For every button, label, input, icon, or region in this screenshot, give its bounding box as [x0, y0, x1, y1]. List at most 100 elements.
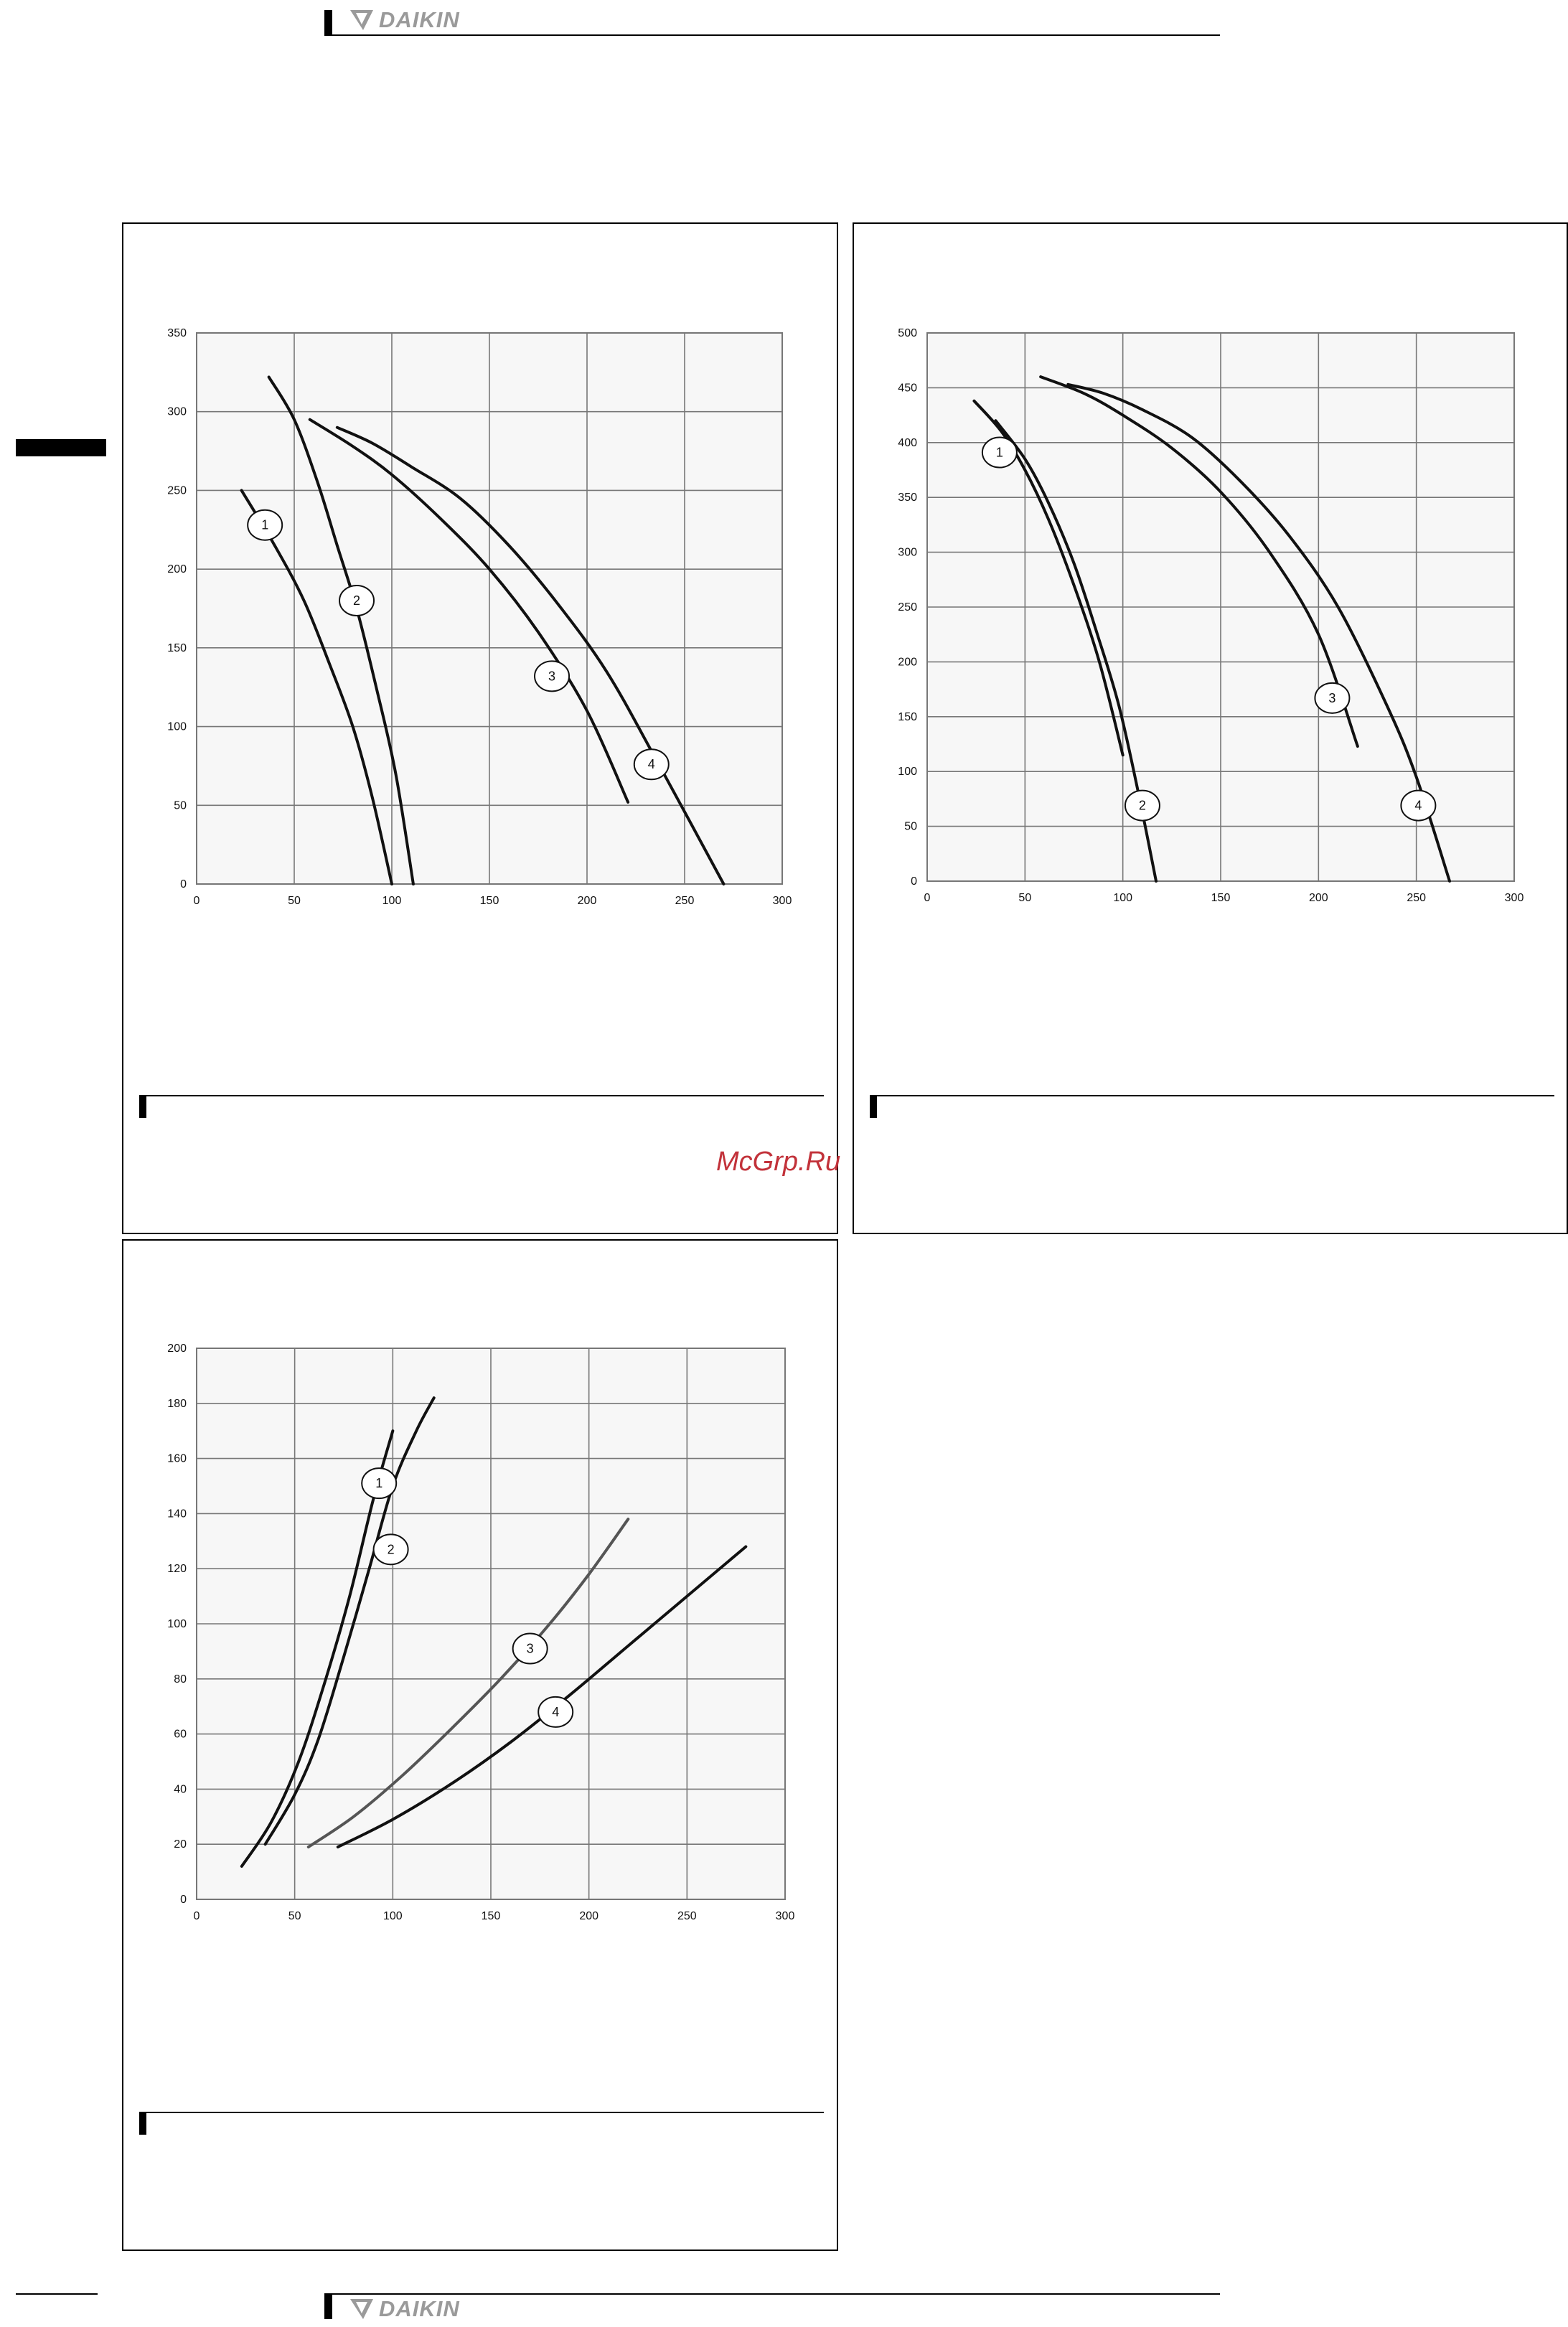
curve-label-2: 2 [1139, 799, 1146, 813]
curve-label-circle [512, 1632, 548, 1665]
chart-panel-3: 0 50 100 150 200 250 300 0 20 40 60 80 100 120 140 160 1… [122, 1239, 838, 2251]
header-rule [332, 34, 1220, 36]
y-tick-label: 250 [167, 484, 187, 497]
y-tick-label: 100 [898, 766, 917, 778]
x-tick-label: 200 [579, 1910, 598, 1922]
y-tick-label: 40 [174, 1783, 187, 1795]
curve-label-circle [361, 1467, 398, 1500]
curve-label-circle [633, 748, 670, 781]
curve-label-circle [372, 1533, 409, 1566]
series-3-line [1039, 375, 1359, 748]
x-tick-label: 300 [773, 895, 792, 907]
curve-label-4: 4 [648, 757, 655, 771]
curve-label-3: 3 [1328, 691, 1335, 705]
x-tick-label: 250 [677, 1910, 697, 1922]
y-tick-label: 20 [174, 1838, 187, 1851]
curve-label-circle [537, 1696, 574, 1728]
y-tick-label: 300 [898, 547, 917, 559]
panel-1-caption-rule [139, 1095, 824, 1096]
curve-label-circle [339, 585, 375, 617]
curve-label-1: 1 [996, 446, 1003, 460]
curve-label-circle [1124, 789, 1160, 822]
x-tick-label: 50 [1018, 892, 1031, 904]
panel-2-caption-rule [870, 1095, 1554, 1096]
curve-label-circle [247, 509, 283, 541]
x-tick-label: 50 [288, 895, 301, 907]
curve-label-circle [1314, 682, 1351, 714]
curve-label-3: 3 [527, 1642, 534, 1656]
y-tick-label: 300 [167, 406, 187, 418]
footer-accent-bar [324, 2293, 332, 2319]
y-tick-label: 200 [898, 656, 917, 668]
x-tick-label: 300 [1505, 892, 1524, 904]
header-brand: DAIKIN [379, 7, 460, 32]
y-tick-label: 250 [898, 601, 917, 614]
x-tick-label: 100 [383, 1910, 403, 1922]
x-tick-label: 0 [924, 892, 931, 904]
curve-label-1: 1 [375, 1476, 382, 1490]
curve-label-4: 4 [552, 1705, 559, 1719]
panel-3-caption-rule [139, 2112, 824, 2113]
series-3-line [306, 1518, 630, 1849]
header-accent-bar [324, 10, 332, 36]
y-tick-label: 150 [898, 711, 917, 723]
y-tick-label: 350 [167, 327, 187, 339]
x-tick-label: 150 [1211, 892, 1231, 904]
y-tick-label: 400 [898, 437, 917, 449]
y-tick-label: 200 [167, 563, 187, 575]
curve-label-2: 2 [353, 593, 360, 608]
y-tick-label: 180 [167, 1398, 187, 1410]
y-tick-label: 140 [167, 1508, 187, 1520]
chart-2: 0 50 100 150 200 250 300 0 50 100 150 200 250 300 350 4… [898, 327, 1524, 904]
curve-label-3: 3 [548, 669, 555, 683]
panel-2-caption-mark [870, 1095, 877, 1118]
x-tick-label: 150 [482, 1910, 501, 1922]
curve-label-1: 1 [261, 518, 268, 532]
y-tick-label: 160 [167, 1453, 187, 1465]
chart-1: 0 50 100 150 200 250 300 0 50 100 150 200 250 300 350 1… [167, 327, 792, 907]
y-tick-label: 0 [180, 878, 187, 890]
series-4-line [1066, 382, 1452, 883]
panel-1-caption-mark [139, 1095, 146, 1118]
y-tick-label: 450 [898, 382, 917, 394]
y-tick-label: 50 [904, 821, 917, 833]
x-tick-label: 250 [675, 895, 695, 907]
watermark: McGrp.Ru [716, 1147, 841, 1177]
x-tick-label: 300 [776, 1910, 795, 1922]
daikin-mark-icon [350, 10, 373, 30]
series-1-line [972, 399, 1125, 757]
x-tick-label: 150 [480, 895, 499, 907]
series-1-line [240, 1429, 395, 1868]
series-3-line [308, 418, 630, 804]
x-tick-label: 0 [194, 1910, 200, 1922]
curve-label-circle [1400, 789, 1437, 822]
header-logo: DAIKIN [349, 7, 460, 33]
footer-rule [332, 2293, 1220, 2295]
footer-left-rule [16, 2293, 98, 2295]
y-tick-label: 350 [898, 492, 917, 504]
footer-logo: DAIKIN [349, 2296, 460, 2322]
chart-panel-1: 0 50 100 150 200 250 300 0 50 100 150 200 250 300 350 1… [122, 222, 838, 1234]
x-tick-label: 200 [1309, 892, 1328, 904]
section-tab [16, 439, 106, 456]
y-tick-label: 150 [167, 642, 187, 654]
curve-label-circle [534, 660, 571, 692]
series-1-line [240, 489, 393, 885]
y-tick-label: 100 [167, 721, 187, 733]
y-tick-label: 0 [911, 875, 917, 888]
y-tick-label: 60 [174, 1729, 187, 1741]
y-tick-label: 50 [174, 799, 187, 812]
y-tick-label: 120 [167, 1563, 187, 1575]
curve-label-2: 2 [388, 1542, 395, 1556]
y-tick-label: 500 [898, 327, 917, 339]
x-tick-label: 200 [578, 895, 597, 907]
y-tick-label: 200 [167, 1343, 187, 1355]
y-tick-label: 0 [180, 1894, 187, 1906]
x-tick-label: 250 [1407, 892, 1426, 904]
footer-brand: DAIKIN [379, 2296, 460, 2321]
y-tick-label: 100 [167, 1618, 187, 1630]
x-tick-label: 100 [1113, 892, 1132, 904]
curve-label-circle [981, 436, 1018, 469]
chart-3: 0 50 100 150 200 250 300 0 20 40 60 80 100 120 140 160 1… [167, 1343, 795, 1922]
y-tick-label: 80 [174, 1673, 187, 1686]
